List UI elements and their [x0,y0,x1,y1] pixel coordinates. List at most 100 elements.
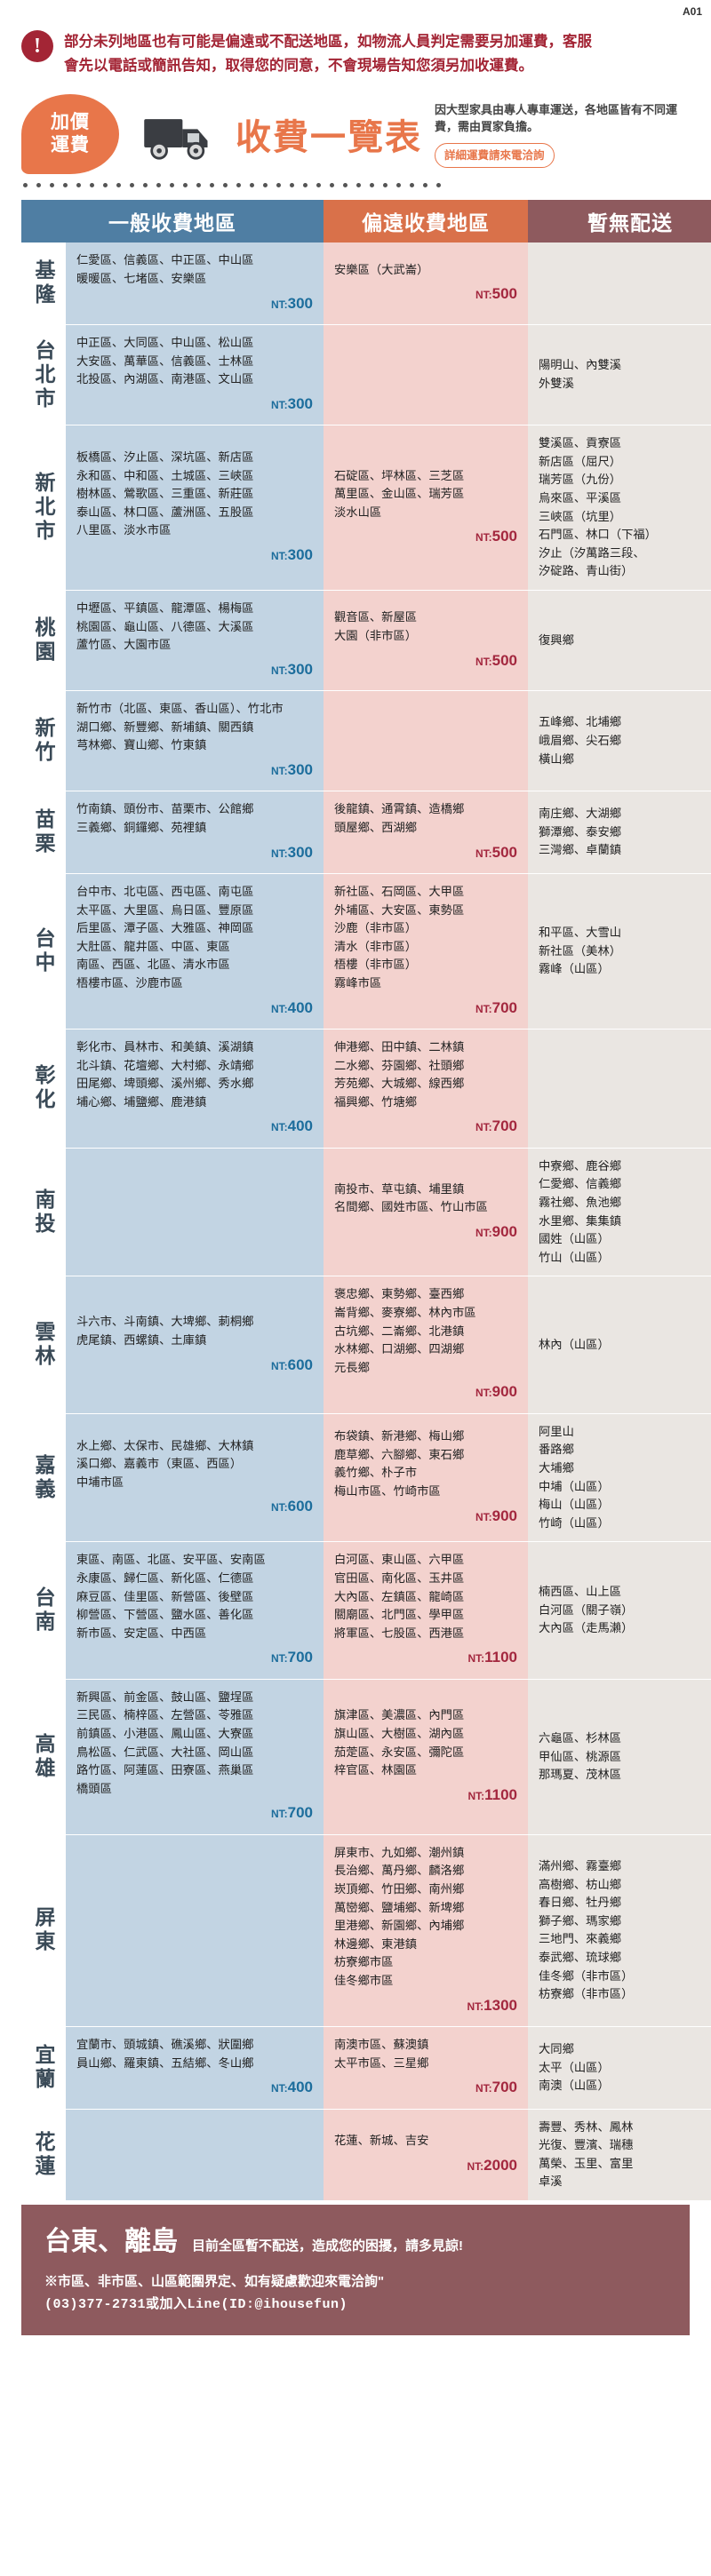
region-cell-general: 宜蘭市、頭城鎮、礁溪鄉、狀圍鄉 員山鄉、羅東鎮、五結鄉、冬山鄉 NT:400 [66,2027,324,2109]
region-cell-none: 滿州鄉、霧臺鄉 高樹鄉、枋山鄉 春日鄉、牡丹鄉 獅子鄉、瑪家鄉 三地門、來義鄉 泰武鄉、琉… [528,1835,711,2026]
footer-title: 台東、離島 [44,2219,178,2258]
region-label: 台北市 [21,325,66,425]
region-cell-none: 五峰鄉、北埔鄉 峨眉鄉、尖石鄉 橫山鄉 [528,691,711,791]
region-label: 新北市 [21,425,66,590]
region-label: 嘉義 [21,1414,66,1542]
region-cell-remote: 安樂區（大武崙） NT:500 [324,242,528,324]
region-cell-general: 仁愛區、信義區、中正區、中山區 暖暖區、七堵區、安樂區 NT:300 [66,242,324,324]
footer-note: ※市區、非市區、山區範圍界定、如有疑慮歡迎來電洽詢" (03)377-2731或… [44,2270,667,2316]
page-root: A01 ! 部分未列地區也有可能是偏遠或不配送地區，如物流人員判定需要另加運費，… [0,0,711,2353]
table-row: 南投 南投市、草屯鎮、埔里鎮 名間鄉、國姓市區、竹山市區 NT:900 中寮鄉、鹿谷鄉仁… [21,1149,690,1277]
region-cell-remote: 屏東市、九如鄉、潮州鎮 長治鄉、萬丹鄉、麟洛鄉 崁頂鄉、竹田鄉、南州鄉 萬巒鄉、鹽埔鄉… [324,1835,528,2026]
region-cell-general [66,2110,324,2200]
region-cell-remote: 新社區、石岡區、大甲區 外埔區、大安區、東勢區 沙鹿（非市區） 清水（非市區） 梧樓（非… [324,874,528,1029]
region-cell-remote: 後龍鎮、通霄鎮、造橋鄉 頭屋鄉、西湖鄉 NT:500 [324,791,528,873]
region-cell-none: 壽豐、秀林、鳳林 光復、豐濱、瑞穗 萬榮、玉里、富里 卓溪 [528,2110,711,2200]
table-row: 苗栗 竹南鎮、頭份市、苗栗市、公館鄉 三義鄉、銅鑼鄉、苑裡鎮 NT:300 後龍鎮、通霄… [21,791,690,874]
region-cell-general [66,1835,324,2026]
region-cell-general: 水上鄉、太保市、民雄鄉、大林鎮 溪口鄉、嘉義市（東區、西區） 中埔市區 NT:600 [66,1414,324,1542]
column-header-remote: 偏遠收費地區 [324,200,528,242]
region-label: 南投 [21,1149,66,1276]
region-cell-general: 彰化市、員林市、和美鎮、溪湖鎮 北斗鎮、花壇鄉、大村鄉、永靖鄉 田尾鄉、埤頭鄉、溪州… [66,1030,324,1148]
table-rows-container: 基隆 仁愛區、信義區、中正區、中山區 暖暖區、七堵區、安樂區 NT:300 安樂區（大武… [21,242,690,2201]
banner-title: 收費一覽表 [236,108,422,160]
table-row: 宜蘭 宜蘭市、頭城鎮、礁溪鄉、狀圍鄉 員山鄉、羅東鎮、五結鄉、冬山鄉 NT:400 南澳… [21,2027,690,2110]
region-cell-none [528,242,711,324]
page-corner-tag: A01 [683,5,702,18]
region-cell-remote: 伸港鄉、田中鎮、二林鎮 二水鄉、芬園鄉、社頭鄉 芳苑鄉、大城鄉、線西鄉 福興鄉、竹塘鄉… [324,1030,528,1148]
table-row: 花蓮 花蓮、新城、吉安 NT:2000 壽豐、秀林、鳳林 光復、豐濱、瑞穗 萬榮、玉里、富… [21,2110,690,2201]
region-cell-general: 竹南鎮、頭份市、苗栗市、公館鄉 三義鄉、銅鑼鄉、苑裡鎮 NT:300 [66,791,324,873]
region-cell-none: 復興鄉 [528,591,711,690]
table-row: 新竹 新竹市（北區、東區、香山區）、竹北市 湖口鄉、新豐鄉、新埔鎮、關西鎮 芎林鄉、寶… [21,691,690,791]
table-row: 嘉義 水上鄉、太保市、民雄鄉、大林鎮 溪口鄉、嘉義市（東區、西區） 中埔市區 NT:60… [21,1414,690,1543]
region-label: 桃園 [21,591,66,690]
fee-table: 一般收費地區 偏遠收費地區 暫無配送 基隆 仁愛區、信義區、中正區、中山區 暖暖區、… [21,200,690,2201]
table-row: 台北市 中正區、大同區、中山區、松山區 大安區、萬華區、信義區、士林區 北投區、內湖區… [21,325,690,425]
table-row: 高雄 新興區、前金區、鼓山區、鹽埕區 三民區、楠梓區、左營區、苓雅區 前鎮區、小港區、… [21,1680,690,1835]
surcharge-badge: 加價 運費 [21,94,126,174]
region-label: 台中 [21,874,66,1029]
region-cell-none [528,1030,711,1148]
region-cell-none: 阿里山 番路鄉 大埔鄉 中埔（山區） 梅山（山區） 竹崎（山區） [528,1414,711,1542]
region-cell-none: 和平區、大雪山 新社區（美林） 霧峰（山區） [528,874,711,1029]
table-row: 雲林 斗六市、斗南鎮、大埤鄉、莿桐鄉 虎尾鎮、西螺鎮、土庫鎮 NT:600 褒忠鄉、東勢… [21,1276,690,1413]
region-label: 新竹 [21,691,66,791]
table-row: 台中 台中市、北屯區、西屯區、南屯區 太平區、大里區、烏日區、豐原區 后里區、潭子區、… [21,874,690,1030]
region-cell-none: 中寮鄉、鹿谷鄉 仁愛鄉、信義鄉 霧社鄉、魚池鄉 水里鄉、集集鎮 國姓（山區） 竹山（山區） [528,1149,711,1276]
table-row: 彰化 彰化市、員林市、和美鎮、溪湖鎮 北斗鎮、花壇鄉、大村鄉、永靖鄉 田尾鄉、埤頭鄉、… [21,1030,690,1149]
region-cell-general [66,1149,324,1276]
footer-title-row: 台東、離島 目前全區暫不配送，造成您的困擾，請多見諒! [44,2219,667,2258]
table-header-row: 一般收費地區 偏遠收費地區 暫無配送 [21,200,690,242]
table-row: 基隆 仁愛區、信義區、中正區、中山區 暖暖區、七堵區、安樂區 NT:300 安樂區（大武… [21,242,690,325]
table-row: 新北市 板橋區、汐止區、深坑區、新店區 永和區、中和區、土城區、三峽區 樹林區、鶯歌區… [21,425,690,591]
column-header-general: 一般收費地區 [21,200,324,242]
region-cell-remote [324,325,528,425]
column-header-none: 暫無配送 [528,200,711,242]
region-cell-none: 南庄鄉、大湖鄉 獅潭鄉、泰安鄉 三灣鄉、卓蘭鎮 [528,791,711,873]
region-label: 雲林 [21,1276,66,1412]
region-cell-general: 新興區、前金區、鼓山區、鹽埕區 三民區、楠梓區、左營區、苓雅區 前鎮區、小港區、鳳山… [66,1680,324,1834]
region-label: 高雄 [21,1680,66,1834]
region-cell-none: 六龜區、杉林區 甲仙區、桃源區 那瑪夏、茂林區 [528,1680,711,1834]
region-cell-general: 中壢區、平鎮區、龍潭區、楊梅區 桃園區、龜山區、八德區、大溪區 蘆竹區、大園市區 NT… [66,591,324,690]
region-cell-general: 東區、南區、北區、安平區、安南區 永康區、歸仁區、新化區、仁德區 麻豆區、佳里區、新… [66,1542,324,1678]
table-row: 台南 東區、南區、北區、安平區、安南區 永康區、歸仁區、新化區、仁德區 麻豆區、佳里區… [21,1542,690,1679]
banner-subtext: 因大型家具由專人專車運送，各地區皆有不同運費，需由買家負擔。 詳細運費請來電洽詢 [435,101,690,169]
region-cell-none: 楠西區、山上區 白河區（關子嶺） 大內區（走馬瀨） [528,1542,711,1678]
footer-subtitle: 目前全區暫不配送，造成您的困擾，請多見諒! [192,2236,463,2254]
region-label: 宜蘭 [21,2027,66,2109]
region-cell-remote: 旗津區、美濃區、內門區 旗山區、大樹區、湖內區 茄萣區、永安區、彌陀區 梓官區、林園區… [324,1680,528,1834]
header-banner: 加價 運費 收費一覽表 因大型家具由專人專車運送，各地區皆有不同運費，需由買家負… [21,94,690,174]
region-cell-remote: 觀音區、新屋區 大園（非市區） NT:500 [324,591,528,690]
region-cell-remote [324,691,528,791]
region-cell-none: 雙溪區、貢寮區 新店區（屈尺） 瑞芳區（九份） 烏來區、平溪區 三峽區（坑里） 石門區、林… [528,425,711,590]
region-cell-general: 中正區、大同區、中山區、松山區 大安區、萬華區、信義區、士林區 北投區、內湖區、南港… [66,325,324,425]
divider-dots [21,183,690,187]
region-cell-none: 大同鄉 太平（山區） 南澳（山區） [528,2027,711,2109]
region-label: 屏東 [21,1835,66,2026]
region-cell-remote: 石碇區、坪林區、三芝區 萬里區、金山區、瑞芳區 淡水山區 NT:500 [324,425,528,590]
region-cell-general: 斗六市、斗南鎮、大埤鄉、莿桐鄉 虎尾鎮、西螺鎮、土庫鎮 NT:600 [66,1276,324,1412]
region-label: 彰化 [21,1030,66,1148]
alert-icon: ! [21,30,53,62]
region-cell-remote: 南投市、草屯鎮、埔里鎮 名間鄉、國姓市區、竹山市區 NT:900 [324,1149,528,1276]
contact-hint-button[interactable]: 詳細運費請來電洽詢 [435,143,555,169]
table-row: 屏東 屏東市、九如鄉、潮州鎮 長治鄉、萬丹鄉、麟洛鄉 崁頂鄉、竹田鄉、南州鄉 萬巒鄉、鹽… [21,1835,690,2027]
notice-block: ! 部分未列地區也有可能是偏遠或不配送地區，如物流人員判定需要另加運費，客服 會… [21,30,690,78]
region-label: 台南 [21,1542,66,1678]
region-cell-general: 台中市、北屯區、西屯區、南屯區 太平區、大里區、烏日區、豐原區 后里區、潭子區、大雅… [66,874,324,1029]
region-label: 苗栗 [21,791,66,873]
region-cell-none: 陽明山、內雙溪 外雙溪 [528,325,711,425]
region-cell-general: 板橋區、汐止區、深坑區、新店區 永和區、中和區、土城區、三峽區 樹林區、鶯歌區、三重… [66,425,324,590]
region-cell-remote: 褒忠鄉、東勢鄉、臺西鄉 崙背鄉、麥寮鄉、林內市區 古坑鄉、二崙鄉、北港鎮 水林鄉、口湖… [324,1276,528,1412]
region-cell-remote: 白河區、東山區、六甲區 官田區、南化區、玉井區 大內區、左鎮區、龍崎區 關廟區、北門區… [324,1542,528,1678]
region-cell-remote: 花蓮、新城、吉安 NT:2000 [324,2110,528,2200]
region-cell-remote: 布袋鎮、新港鄉、梅山鄉 鹿草鄉、六腳鄉、東石鄉 義竹鄉、朴子市 梅山市區、竹崎市區 NT… [324,1414,528,1542]
region-label: 基隆 [21,242,66,324]
region-cell-none: 林內（山區） [528,1276,711,1412]
table-row: 桃園 中壢區、平鎮區、龍潭區、楊梅區 桃園區、龜山區、八德區、大溪區 蘆竹區、大園市區… [21,591,690,691]
region-cell-general: 新竹市（北區、東區、香山區）、竹北市 湖口鄉、新豐鄉、新埔鎮、關西鎮 芎林鄉、寶山鄉… [66,691,324,791]
region-label: 花蓮 [21,2110,66,2200]
notice-text: 部分未列地區也有可能是偏遠或不配送地區，如物流人員判定需要另加運費，客服 會先以… [64,30,592,78]
